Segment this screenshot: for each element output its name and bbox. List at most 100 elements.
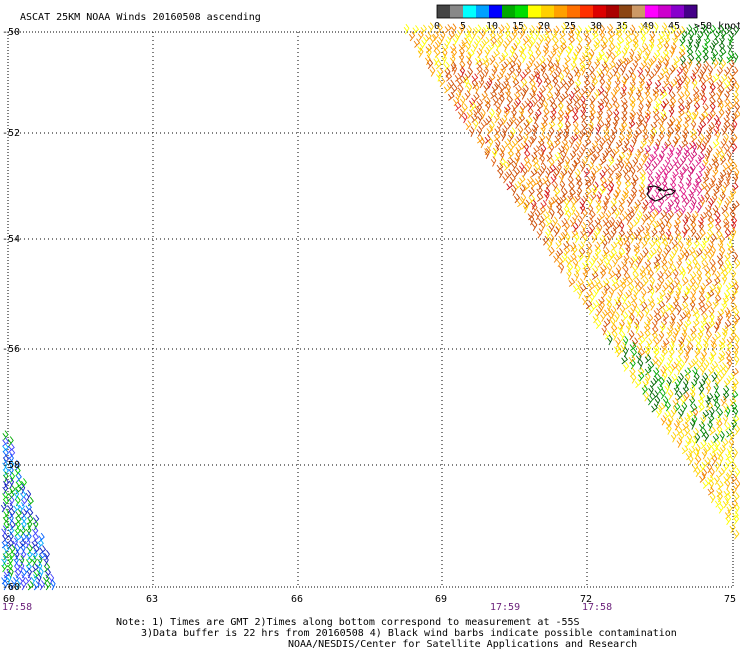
wind-barb — [2, 483, 9, 495]
wind-barb — [732, 307, 740, 318]
wind-barb — [518, 46, 525, 57]
wind-barb — [660, 209, 667, 220]
wind-barb — [506, 35, 513, 46]
wind-barb — [32, 519, 39, 531]
wind-barb — [564, 55, 571, 65]
wind-barb — [652, 356, 659, 366]
wind-barb — [614, 84, 621, 95]
wind-barb — [596, 305, 603, 317]
wind-barb — [561, 22, 567, 33]
wind-barb — [636, 108, 643, 120]
wind-barb — [451, 48, 458, 59]
wind-barb — [580, 112, 587, 123]
wind-barb — [629, 359, 636, 370]
wind-barb — [661, 66, 669, 76]
wind-barb — [658, 131, 665, 142]
wind-barb — [730, 324, 737, 336]
wind-barb — [715, 118, 722, 130]
wind-barb — [506, 119, 513, 130]
wind-barb — [588, 113, 595, 124]
wind-barb — [672, 169, 679, 179]
wind-barb — [726, 54, 734, 64]
wind-barb — [559, 37, 567, 48]
wind-barb — [545, 228, 551, 239]
wind-barb — [711, 193, 718, 204]
legend-swatch — [528, 5, 542, 18]
wind-barb — [666, 221, 672, 232]
wind-barb — [540, 61, 547, 72]
wind-barb — [600, 268, 607, 279]
wind-barb — [629, 24, 636, 36]
wind-barb — [564, 232, 571, 244]
wind-barb — [594, 217, 601, 228]
wind-barb — [621, 293, 628, 305]
wind-barb — [548, 233, 555, 245]
wind-barb — [711, 444, 719, 454]
wind-barb — [702, 479, 709, 489]
wind-barb — [599, 137, 606, 148]
wind-barb — [683, 197, 690, 208]
wind-barb — [588, 65, 595, 76]
legend-swatch — [619, 5, 633, 18]
wind-barb — [731, 499, 738, 510]
wind-barb — [653, 22, 659, 34]
wind-barb — [560, 78, 567, 89]
wind-barb — [628, 66, 634, 78]
wind-barb — [647, 395, 654, 406]
wind-barb — [26, 544, 33, 555]
wind-barb — [614, 311, 620, 323]
wind-barb — [665, 419, 672, 430]
wind-barb — [519, 184, 526, 195]
wind-barb — [704, 204, 712, 215]
wind-barb — [38, 567, 44, 579]
wind-barb — [579, 161, 586, 172]
wind-barb — [653, 347, 660, 358]
legend-swatch — [580, 5, 594, 18]
wind-barb — [610, 52, 616, 63]
wind-barb — [684, 76, 691, 87]
wind-barb — [693, 318, 700, 328]
wind-barb — [639, 173, 646, 185]
wind-barb — [457, 84, 464, 95]
wind-barb — [673, 56, 680, 66]
wind-barb — [9, 544, 16, 555]
wind-barb — [527, 210, 535, 221]
wind-barb — [691, 251, 699, 262]
legend-label: 40 — [642, 21, 654, 32]
wind-barb — [656, 295, 664, 305]
lon-label-66: 66 — [291, 594, 303, 605]
wind-barb — [693, 282, 700, 292]
wind-barb — [496, 106, 502, 118]
wind-barb — [588, 120, 594, 131]
wind-barb — [425, 32, 432, 42]
wind-barb — [667, 149, 674, 160]
wind-barb — [48, 573, 55, 585]
time-label-2: 17:59 — [490, 602, 520, 613]
wind-barb — [2, 430, 9, 441]
wind-barb — [708, 77, 714, 89]
wind-barb — [725, 310, 732, 321]
wind-barb — [624, 29, 632, 40]
wind-barb — [455, 89, 462, 101]
wind-barb — [689, 271, 697, 281]
wind-barb — [715, 414, 722, 426]
wind-barb — [606, 232, 613, 244]
wind-barb — [633, 216, 640, 227]
wind-barb — [669, 65, 676, 75]
legend-swatch — [437, 5, 451, 18]
axis-labels: -50 -52 -54 -56 -58 -60 60 63 66 69 72 7… — [2, 27, 736, 605]
note-line-1: Note: 1) Times are GMT 2)Times along bot… — [116, 617, 580, 628]
wind-barb — [468, 49, 475, 59]
wind-barb — [665, 270, 672, 280]
wind-barb — [533, 145, 541, 155]
wind-barb — [585, 36, 592, 47]
wind-barb — [588, 304, 595, 315]
wind-barb — [477, 112, 483, 124]
wind-barb — [718, 108, 725, 119]
wind-barb — [670, 78, 678, 89]
wind-barb — [639, 192, 647, 202]
wind-barb — [638, 371, 645, 382]
wind-barb — [486, 125, 494, 136]
wind-barb — [720, 396, 727, 407]
wind-barb — [539, 154, 546, 166]
